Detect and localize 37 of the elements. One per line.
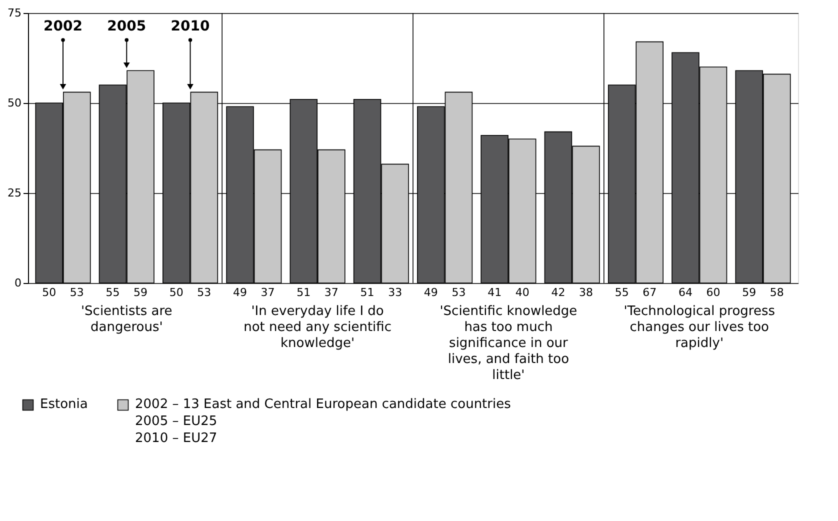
x-tick-label: 2005	[107, 18, 146, 34]
x-tick-label: 2010	[170, 18, 210, 34]
text: 'Technological progress changes our lives too rapidly'	[624, 304, 776, 351]
data-label: 58	[770, 286, 784, 299]
text: 'In everyday life I do not need any scientific knowledge'	[244, 304, 392, 351]
data-label: 37	[260, 286, 275, 299]
data-label: 53	[197, 286, 212, 299]
data-label: 40	[515, 286, 530, 299]
data-label: 60	[706, 286, 720, 299]
x-tick-label: 2002	[44, 18, 82, 34]
y-tick-label: 75	[8, 6, 22, 20]
data-label: 59	[742, 286, 756, 299]
data-label: 53	[452, 286, 466, 299]
data-label: 67	[642, 286, 657, 299]
legend-label: Estonia	[40, 397, 88, 412]
data-label: 51	[360, 286, 374, 299]
text: 'Scientists are dangerous'	[80, 304, 172, 335]
data-label: 37	[324, 286, 338, 299]
data-label: 55	[106, 286, 120, 299]
y-tick-label: 50	[8, 96, 22, 110]
y-tick-label: 0	[14, 276, 22, 290]
data-label: 41	[488, 286, 502, 299]
text: 'Scientific knowledge has too much significance in our lives, and faith too little'	[440, 304, 578, 383]
data-label: 55	[614, 286, 629, 299]
data-label: 33	[388, 286, 402, 299]
data-label: 49	[424, 286, 438, 299]
data-label: 53	[70, 286, 84, 299]
data-label: 59	[134, 286, 148, 299]
legend-label: 2002 – 13 East and Central European candidate countries 2005 – EU25 2010 – EU27	[135, 397, 512, 446]
data-label: 49	[233, 286, 248, 299]
data-label: 50	[169, 286, 184, 299]
data-label: 64	[678, 286, 692, 299]
data-label: 42	[551, 286, 566, 299]
y-tick-label: 25	[8, 186, 22, 200]
data-label: 38	[578, 286, 593, 299]
data-label: 51	[296, 286, 311, 299]
data-label: 50	[42, 286, 56, 299]
